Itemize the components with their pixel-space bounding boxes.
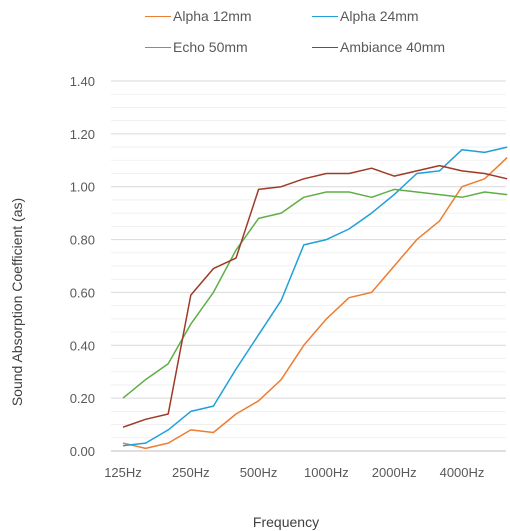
series-line-echo-50mm: [122, 188, 508, 399]
legend-label-echo-50mm: Echo 50mm: [173, 39, 248, 55]
series-line-alpha-24mm: [122, 146, 508, 447]
series-line-alpha-12mm: [122, 157, 508, 450]
legend-swatch-echo-50mm: [145, 46, 171, 48]
y-tick-label: 1.40: [70, 74, 95, 89]
y-tick-label: 0.60: [70, 285, 95, 300]
x-tick-label: 2000Hz: [372, 465, 417, 480]
x-tick-label: 4000Hz: [440, 465, 485, 480]
chart-legend: Alpha 12mm Alpha 24mm Echo 50mm Ambiance…: [0, 0, 510, 70]
y-tick-label: 1.20: [70, 127, 95, 142]
legend-item-ambiance-40mm: Ambiance 40mm: [312, 39, 445, 55]
legend-item-echo-50mm: Echo 50mm: [145, 39, 248, 55]
series-line-ambiance-40mm: [122, 164, 508, 428]
legend-swatch-alpha-12mm: [145, 15, 171, 17]
series-lines: [122, 146, 508, 450]
legend-item-alpha-24mm: Alpha 24mm: [312, 8, 419, 24]
y-axis-ticks: 0.00 0.20 0.40 0.60 0.80 1.00 1.20 1.40: [70, 74, 95, 459]
y-tick-label: 0.40: [70, 338, 95, 353]
legend-label-ambiance-40mm: Ambiance 40mm: [340, 39, 446, 55]
legend-label-alpha-24mm: Alpha 24mm: [340, 8, 419, 24]
x-axis-ticks: 125Hz 250Hz 500Hz 1000Hz 2000Hz 4000Hz: [104, 465, 484, 480]
x-tick-label: 250Hz: [172, 465, 210, 480]
y-tick-label: 0.00: [70, 444, 95, 459]
legend-swatch-ambiance-40mm: [312, 46, 338, 48]
y-tick-label: 1.00: [70, 180, 95, 195]
y-tick-label: 0.20: [70, 391, 95, 406]
x-tick-label: 125Hz: [104, 465, 142, 480]
legend-label-alpha-12mm: Alpha 12mm: [173, 8, 252, 24]
x-tick-label: 500Hz: [240, 465, 278, 480]
y-axis-title: Sound Absorption Coefficient (as): [9, 198, 25, 406]
x-axis-title: Frequency: [253, 514, 319, 530]
grid: [111, 80, 506, 452]
x-tick-label: 1000Hz: [304, 465, 349, 480]
y-tick-label: 0.80: [70, 233, 95, 248]
legend-swatch-alpha-24mm: [312, 15, 338, 17]
legend-item-alpha-12mm: Alpha 12mm: [145, 8, 252, 24]
